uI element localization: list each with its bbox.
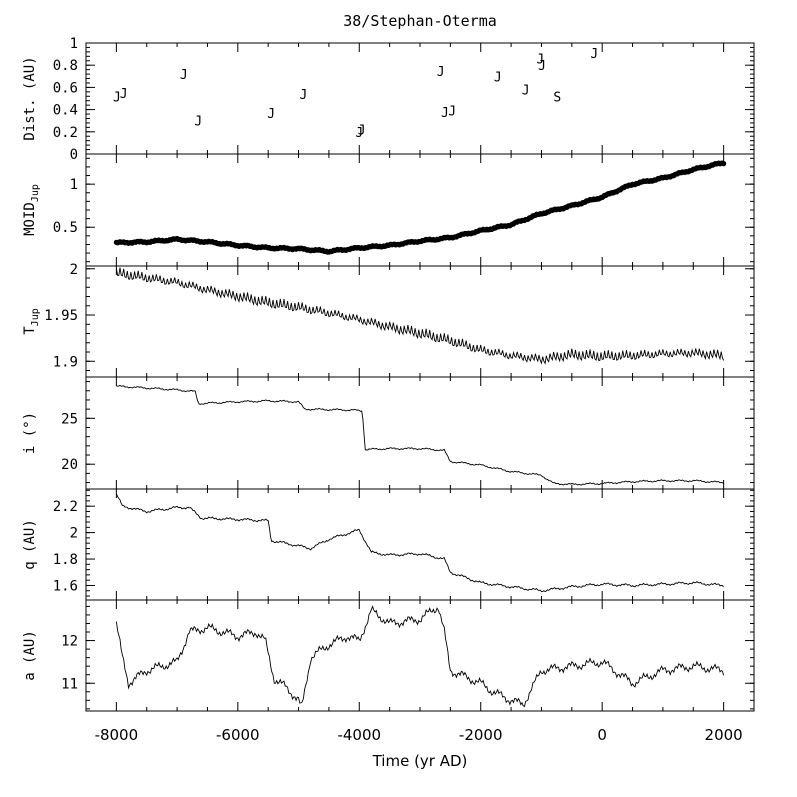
y-tick-label: 0.5 bbox=[53, 220, 78, 236]
y-tick-label: 1.8 bbox=[53, 552, 78, 568]
y-axis-label-sub: Jup bbox=[30, 184, 41, 202]
y-tick-label: 1 bbox=[70, 36, 78, 52]
encounter-marker: J bbox=[494, 70, 502, 85]
panel-frame bbox=[85, 153, 755, 267]
y-tick-label: 0 bbox=[70, 147, 78, 163]
x-tick-label: 2000 bbox=[705, 726, 743, 744]
encounter-marker: J bbox=[180, 68, 188, 83]
series-points bbox=[113, 160, 727, 255]
panel-frame bbox=[85, 599, 755, 712]
encounter-marker: J bbox=[358, 124, 366, 139]
panel-a: 11 12 a (AU) bbox=[22, 599, 755, 712]
y-axis-label-main: T bbox=[22, 326, 38, 335]
encounter-marker: J bbox=[441, 106, 449, 121]
panel-frame bbox=[85, 265, 755, 378]
encounter-marker: J bbox=[538, 59, 546, 74]
y-axis-label: q (AU) bbox=[22, 519, 38, 570]
y-tick-label: 2 bbox=[70, 526, 78, 542]
y-tick-label: 0.6 bbox=[53, 80, 78, 96]
x-tick-label: -6000 bbox=[216, 726, 260, 744]
y-axis-label-main: Dist. (AU) bbox=[22, 56, 38, 140]
y-axis-label-main: q (AU) bbox=[22, 519, 38, 570]
encounter-marker: J bbox=[355, 126, 363, 141]
encounter-marker: J bbox=[299, 88, 307, 103]
y-axis-label-sub: Jup bbox=[30, 308, 41, 326]
encounter-marker: J bbox=[120, 87, 128, 102]
panel-incl: 20 25 i (°) bbox=[22, 376, 755, 490]
encounter-marker: J bbox=[113, 90, 121, 105]
encounter-marker: J bbox=[590, 47, 598, 62]
y-tick-label: 0.8 bbox=[53, 58, 78, 74]
y-tick-label: 1.6 bbox=[53, 578, 78, 594]
x-axis-label: Time (yr AD) bbox=[372, 752, 468, 770]
series-line-tjup bbox=[115, 267, 725, 365]
series-line-incl bbox=[116, 384, 724, 486]
x-tick-label: -8000 bbox=[95, 726, 139, 744]
y-tick-label: 0.4 bbox=[53, 103, 78, 119]
y-tick-label: 11 bbox=[61, 676, 78, 692]
y-axis-label-main: MOID bbox=[22, 202, 38, 236]
data-point bbox=[721, 161, 727, 167]
y-axis-label: a (AU) bbox=[22, 630, 38, 681]
panel-tjup: 1.9 1.95 2 TJup bbox=[22, 262, 755, 378]
chart-title: 38/Stephan-Oterma bbox=[343, 12, 497, 30]
y-axis-label: TJup bbox=[22, 308, 41, 335]
y-tick-label: 1 bbox=[70, 177, 78, 193]
encounter-marker: S bbox=[553, 90, 561, 105]
encounter-marker: J bbox=[522, 84, 530, 99]
encounter-marker: J bbox=[448, 105, 456, 120]
x-tick-label: -2000 bbox=[459, 726, 503, 744]
panel-moid: 0.5 1 MOIDJup bbox=[22, 153, 755, 267]
y-axis-label: Dist. (AU) bbox=[22, 56, 38, 140]
series-line-a bbox=[115, 605, 725, 708]
y-axis-label: MOIDJup bbox=[22, 184, 41, 236]
y-tick-label: 0.2 bbox=[53, 125, 78, 141]
y-tick-label: 1.9 bbox=[53, 354, 78, 370]
y-axis-label-main: a (AU) bbox=[22, 630, 38, 681]
encounter-marker: J bbox=[536, 53, 544, 68]
panel-frame bbox=[85, 488, 755, 601]
y-tick-label: 12 bbox=[61, 634, 78, 650]
y-tick-label: 25 bbox=[61, 411, 78, 427]
x-tick-label: 0 bbox=[597, 726, 607, 744]
encounter-marker: J bbox=[437, 65, 445, 80]
y-axis-label-main: i (°) bbox=[22, 412, 38, 454]
x-axis: -8000 -6000 -4000 -2000 0 2000 bbox=[95, 726, 743, 744]
y-axis-label: i (°) bbox=[22, 412, 38, 454]
y-tick-label: 1.95 bbox=[44, 308, 78, 324]
encounter-marker: J bbox=[267, 107, 275, 122]
y-tick-label: 2.2 bbox=[53, 499, 78, 515]
x-tick-label: -4000 bbox=[337, 726, 381, 744]
y-tick-label: 2 bbox=[70, 262, 78, 278]
encounter-marker: J bbox=[194, 115, 202, 130]
y-tick-label: 20 bbox=[61, 457, 78, 473]
series-line-q bbox=[115, 493, 724, 593]
panel-frame bbox=[85, 42, 755, 155]
panel-q: 1.6 1.8 2 2.2 q (AU) bbox=[22, 488, 755, 601]
panel-frame bbox=[85, 376, 755, 490]
